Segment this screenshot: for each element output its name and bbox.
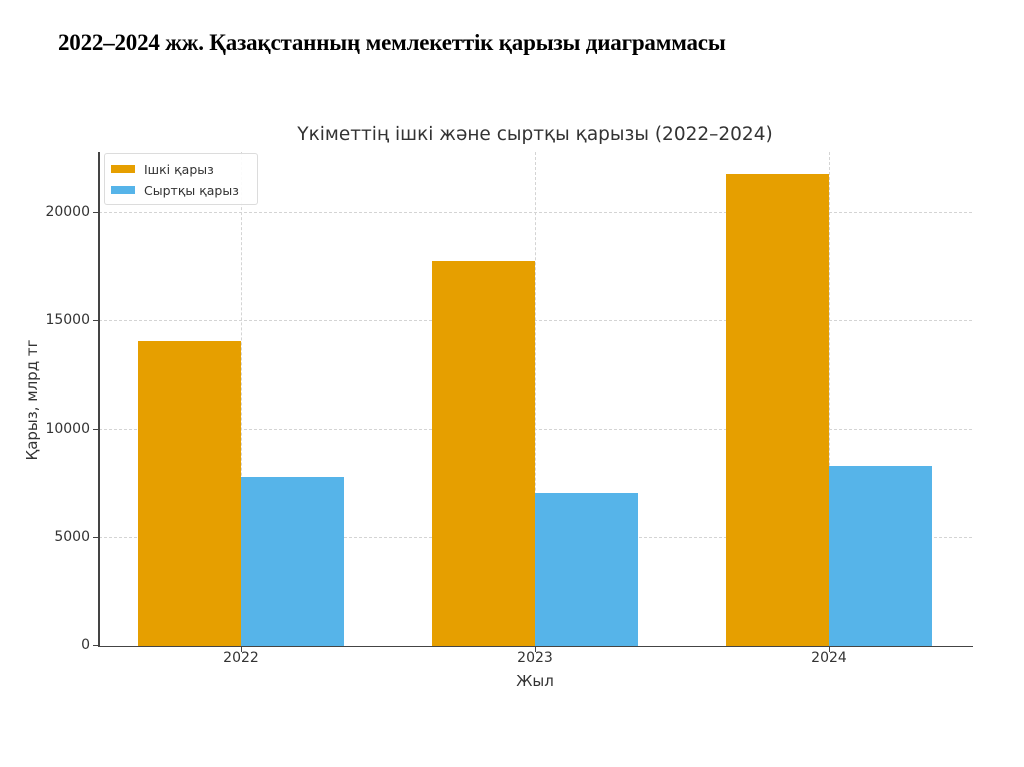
bar-external-debt-2022 [241, 477, 344, 646]
page-title: 2022–2024 жж. Қазақстанның мемлекеттік қ… [58, 30, 726, 55]
x-tick-mark [829, 647, 830, 652]
v-gridline [829, 152, 830, 646]
bar-external-debt-2023 [535, 493, 638, 646]
y-tick-mark [93, 428, 98, 430]
chart-title: Үкіметтің ішкі және сыртқы қарызы (2022–… [297, 124, 773, 145]
legend-item-inner-debt: Ішкі қарыз [111, 161, 214, 177]
y-axis-label: Қарыз, млрд тг [23, 339, 41, 461]
y-tick-mark [93, 536, 98, 538]
bar-inner-debt-2022 [138, 340, 241, 646]
bar-inner-debt-2024 [726, 174, 829, 646]
bar-inner-debt-2023 [432, 260, 535, 646]
legend-label-inner-debt: Ішкі қарыз [144, 161, 214, 177]
legend-item-external-debt: Сыртқы қарыз [111, 182, 239, 198]
x-axis-spine [98, 645, 973, 647]
legend-swatch-inner-debt [111, 165, 135, 173]
x-tick-label: 2024 [811, 650, 847, 666]
x-axis-label: Жыл [516, 672, 554, 690]
y-tick-mark [93, 645, 98, 646]
x-tick-label: 2023 [517, 650, 553, 666]
y-tick-label: 5000 [54, 528, 90, 545]
y-tick-mark [93, 320, 98, 322]
y-tick-label: 15000 [45, 312, 90, 329]
v-gridline [241, 152, 242, 646]
legend: Ішкі қарыз Сыртқы қарыз [104, 153, 258, 205]
x-tick-mark [535, 647, 536, 652]
legend-label-external-debt: Сыртқы қарыз [144, 182, 239, 198]
x-tick-mark [241, 647, 242, 652]
y-tick-label: 0 [81, 637, 90, 653]
y-tick-label: 10000 [45, 420, 90, 437]
y-axis-spine [98, 152, 100, 647]
v-gridline [535, 152, 536, 646]
y-tick-label: 20000 [45, 204, 90, 220]
y-tick-mark [93, 212, 98, 213]
bar-external-debt-2024 [829, 466, 932, 646]
legend-swatch-external-debt [111, 186, 135, 194]
plot-area [93, 150, 973, 652]
x-tick-label: 2022 [223, 650, 259, 666]
